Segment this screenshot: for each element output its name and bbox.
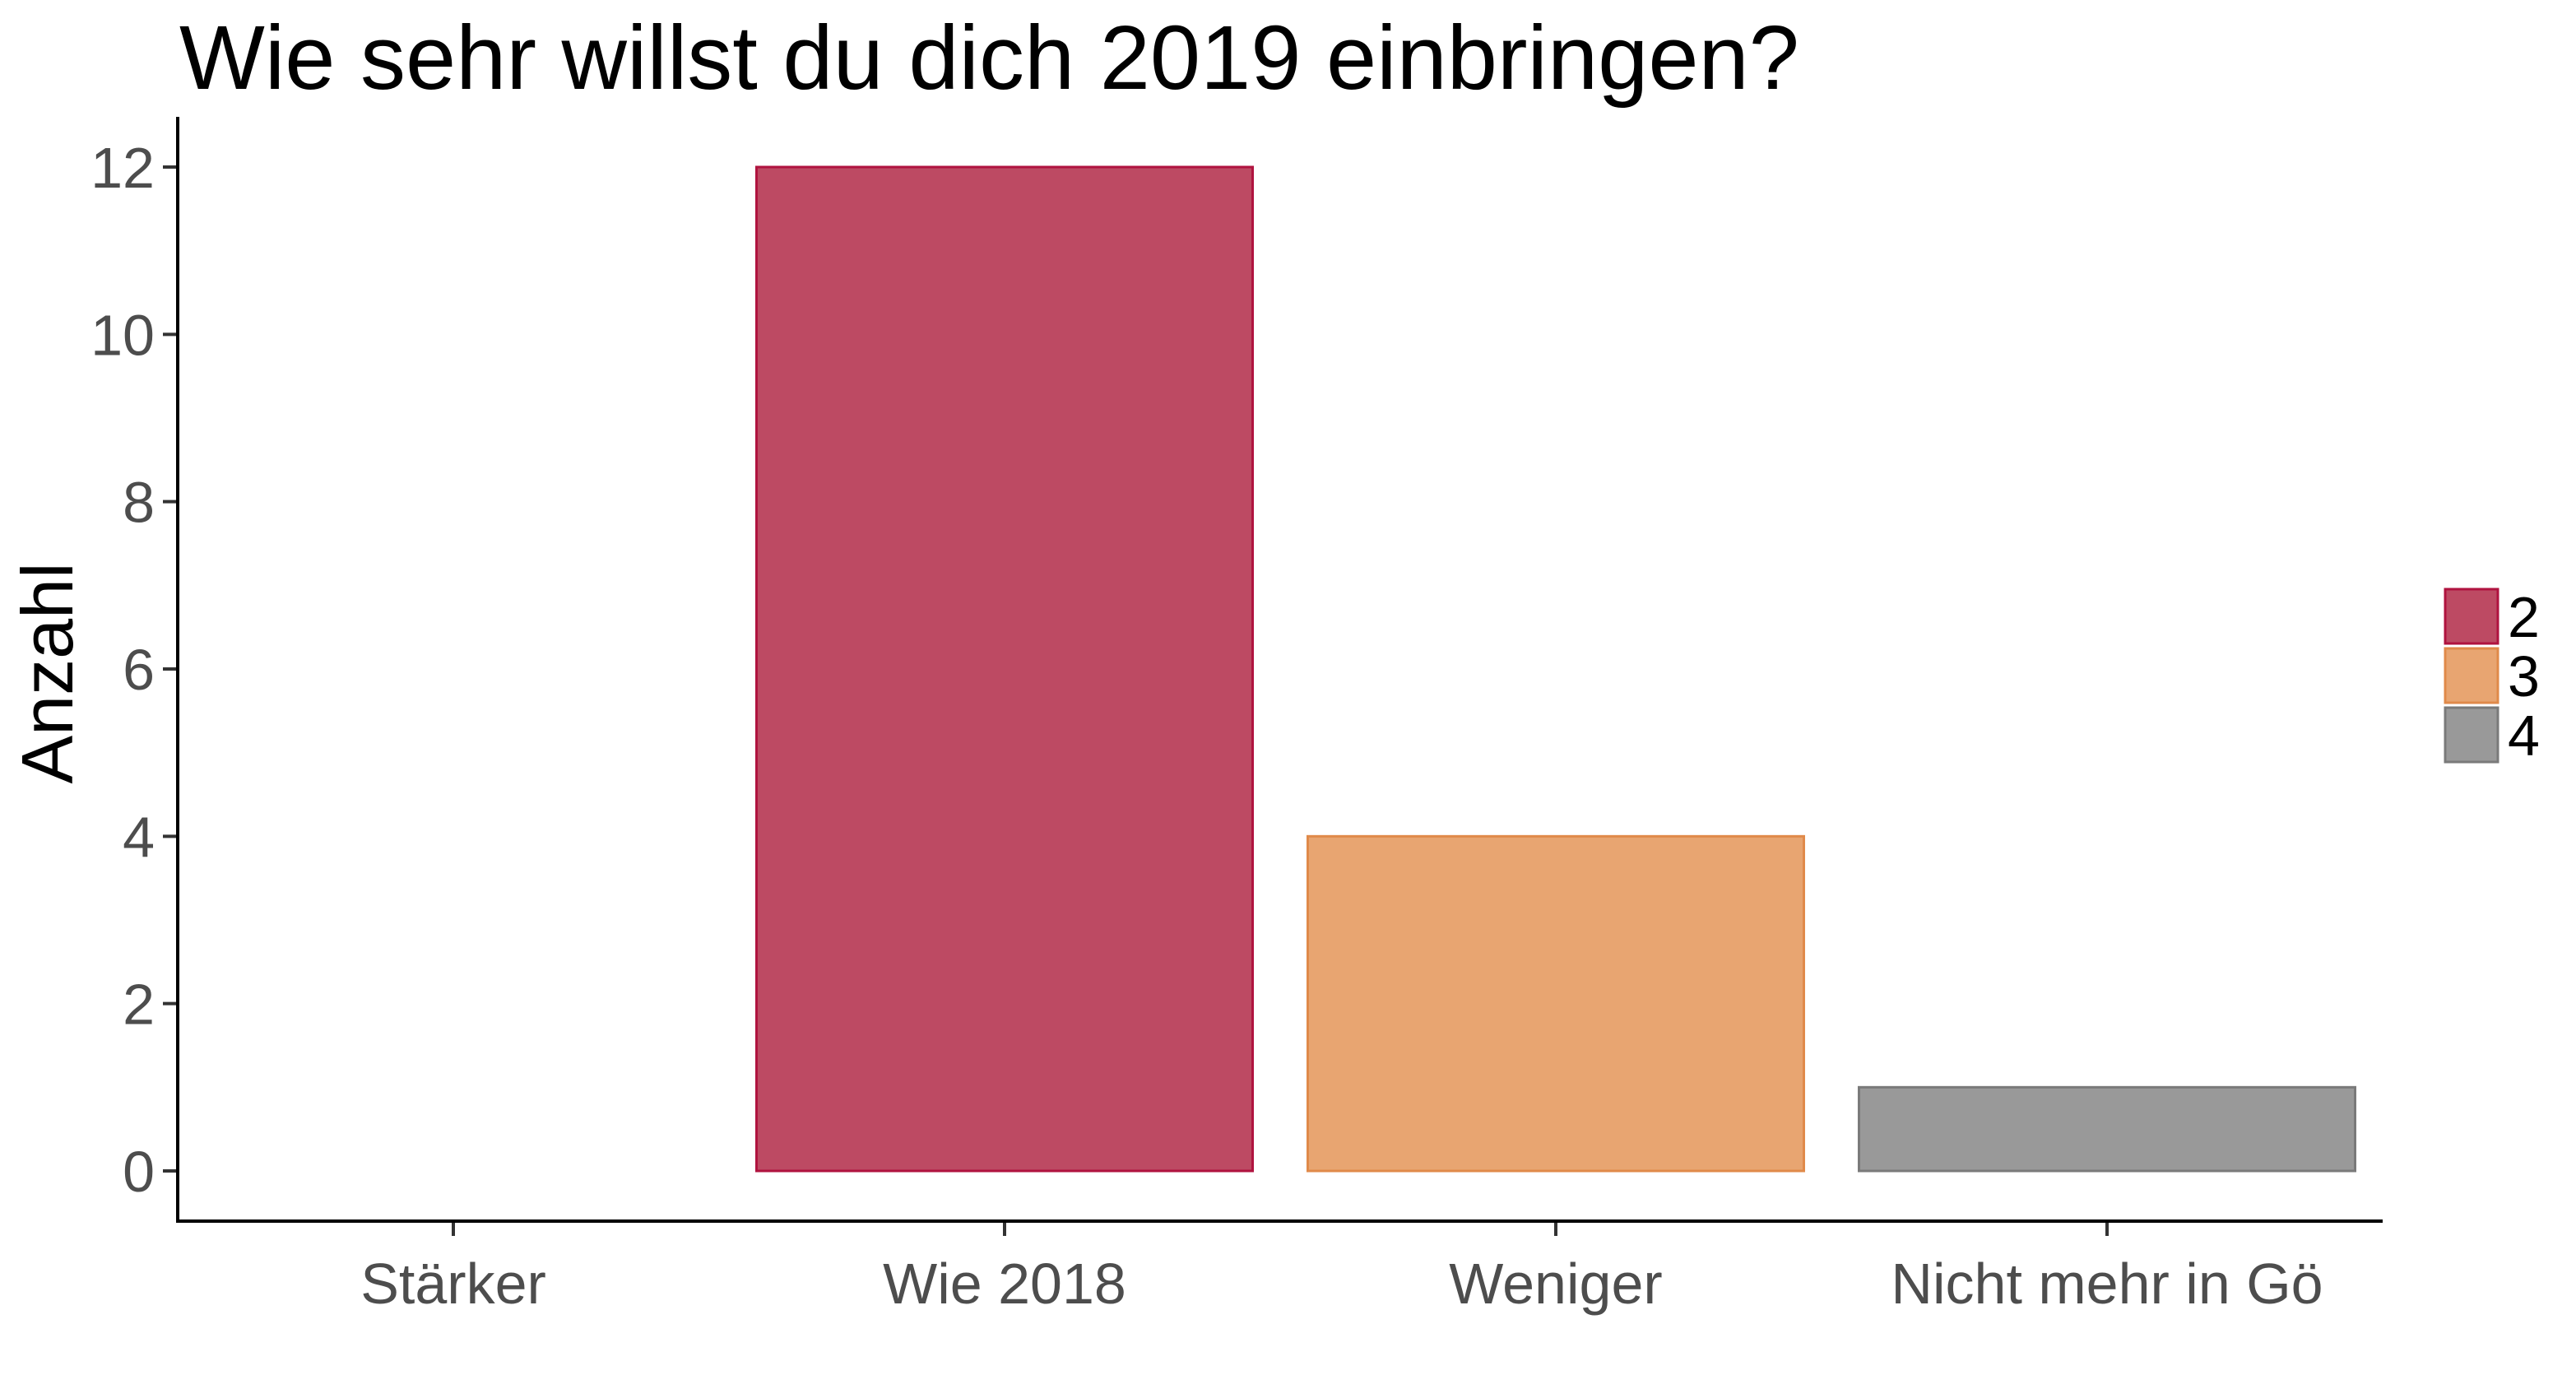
y-tick-label: 4 — [123, 805, 155, 869]
legend-label: 3 — [2508, 644, 2540, 708]
y-tick-label: 8 — [123, 471, 155, 535]
y-tick-label: 2 — [123, 973, 155, 1037]
bar-3 — [1307, 834, 1805, 1173]
bar-2 — [755, 165, 1254, 1173]
legend-key-4 — [2444, 706, 2499, 764]
y-axis-title: Anzahl — [7, 562, 88, 783]
legend-label: 4 — [2508, 704, 2540, 768]
x-tick-label: Stärker — [360, 1252, 546, 1316]
legend-label: 2 — [2508, 585, 2540, 649]
bar-4 — [1858, 1085, 2356, 1173]
y-axis-ticks: 0 2 4 6 8 10 12 — [91, 136, 178, 1204]
legend-key-2 — [2444, 588, 2499, 645]
x-tick-label: Wie 2018 — [883, 1252, 1126, 1316]
bars-group — [755, 165, 2356, 1173]
x-tick-label: Nicht mehr in Gö — [1891, 1252, 2323, 1316]
x-tick-label: Weniger — [1449, 1252, 1662, 1316]
y-tick-label: 12 — [91, 136, 155, 200]
y-tick-label: 0 — [123, 1140, 155, 1204]
y-tick-label: 10 — [91, 303, 155, 367]
chart-title: Wie sehr willst du dich 2019 einbringen? — [179, 7, 1799, 109]
y-tick-label: 6 — [123, 638, 155, 702]
legend: 234 — [2444, 585, 2540, 768]
x-axis-ticks: Stärker Wie 2018 Weniger Nicht mehr in Gö — [360, 1221, 2323, 1316]
legend-key-3 — [2444, 647, 2499, 704]
